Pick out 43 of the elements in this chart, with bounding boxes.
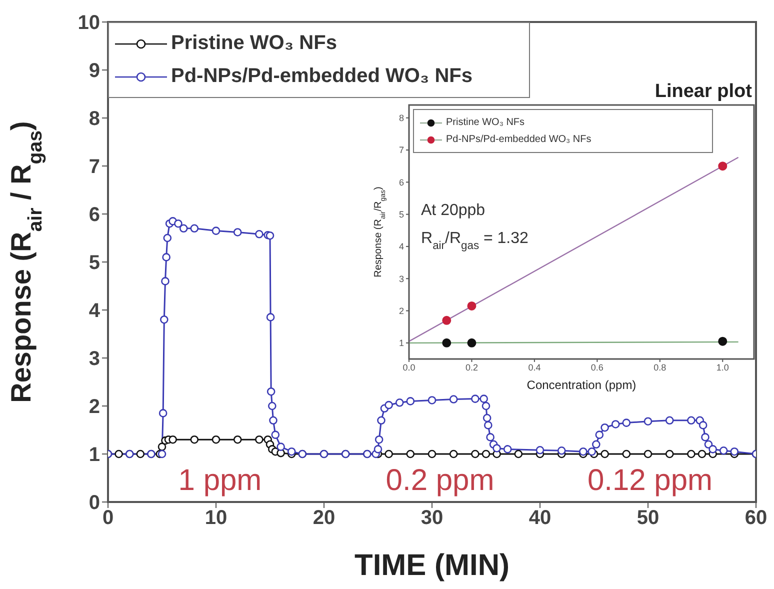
y-tick-label: 6 (88, 204, 100, 226)
y-tick-label: 9 (88, 60, 100, 82)
y-tick-label: 1 (88, 444, 100, 466)
annotation: 0.2 ppm (386, 464, 494, 497)
x-tick-label: 20 (312, 507, 336, 530)
y-tick-label: 10 (78, 12, 100, 34)
y-tick-label: 2 (398, 306, 404, 316)
y-tick-label: 3 (88, 348, 100, 370)
x-tick-label: 0.4 (528, 362, 541, 372)
legend-label: Pristine WO₃ NFs (446, 117, 525, 128)
y-tick-label: 4 (88, 300, 101, 322)
x-axis-title: TIME (MIN) (354, 549, 510, 582)
x-tick-label: 0.0 (402, 362, 416, 372)
x-tick-label: 0.8 (654, 362, 666, 372)
x-tick-label: 10 (204, 507, 228, 530)
chart-title: Linear plot (654, 81, 753, 102)
y-tick-label: 6 (398, 177, 404, 188)
y-tick-label: 1 (398, 338, 404, 348)
y-tick-label: 4 (398, 242, 404, 252)
annotation: At 20ppb (421, 202, 486, 219)
y-tick-label: 2 (88, 396, 100, 418)
x-axis-title: Concentration (ppm) (526, 378, 636, 392)
x-tick-label: 1.0 (716, 362, 729, 372)
y-tick-label: 5 (88, 252, 100, 274)
y-tick-label: 8 (88, 108, 100, 130)
legend-label: Pd-NPs/Pd-embedded WO₃ NFs (446, 134, 592, 145)
y-tick-label: 7 (88, 156, 100, 178)
x-tick-label: 60 (744, 507, 768, 530)
x-tick-label: 40 (528, 507, 552, 530)
y-tick-label: 8 (398, 113, 404, 124)
y-tick-label: 7 (398, 145, 404, 156)
x-tick-label: 50 (636, 507, 660, 530)
y-tick-label: 5 (398, 210, 404, 220)
legend-label: Pristine WO₃ NFs (171, 32, 337, 55)
annotation: 1 ppm (178, 464, 262, 497)
x-tick-label: 30 (420, 507, 444, 530)
y-tick-label: 3 (398, 274, 404, 284)
annotation: 0.12 ppm (587, 464, 713, 497)
x-tick-label: 0.2 (465, 362, 478, 372)
legend-label: Pd-NPs/Pd-embedded WO₃ NFs (171, 65, 472, 88)
x-tick-label: 0.6 (590, 362, 604, 372)
y-tick-label: 0 (88, 492, 100, 514)
annotation: R$_{air}$/R$_{gas}$ = 1.32 (421, 230, 529, 252)
